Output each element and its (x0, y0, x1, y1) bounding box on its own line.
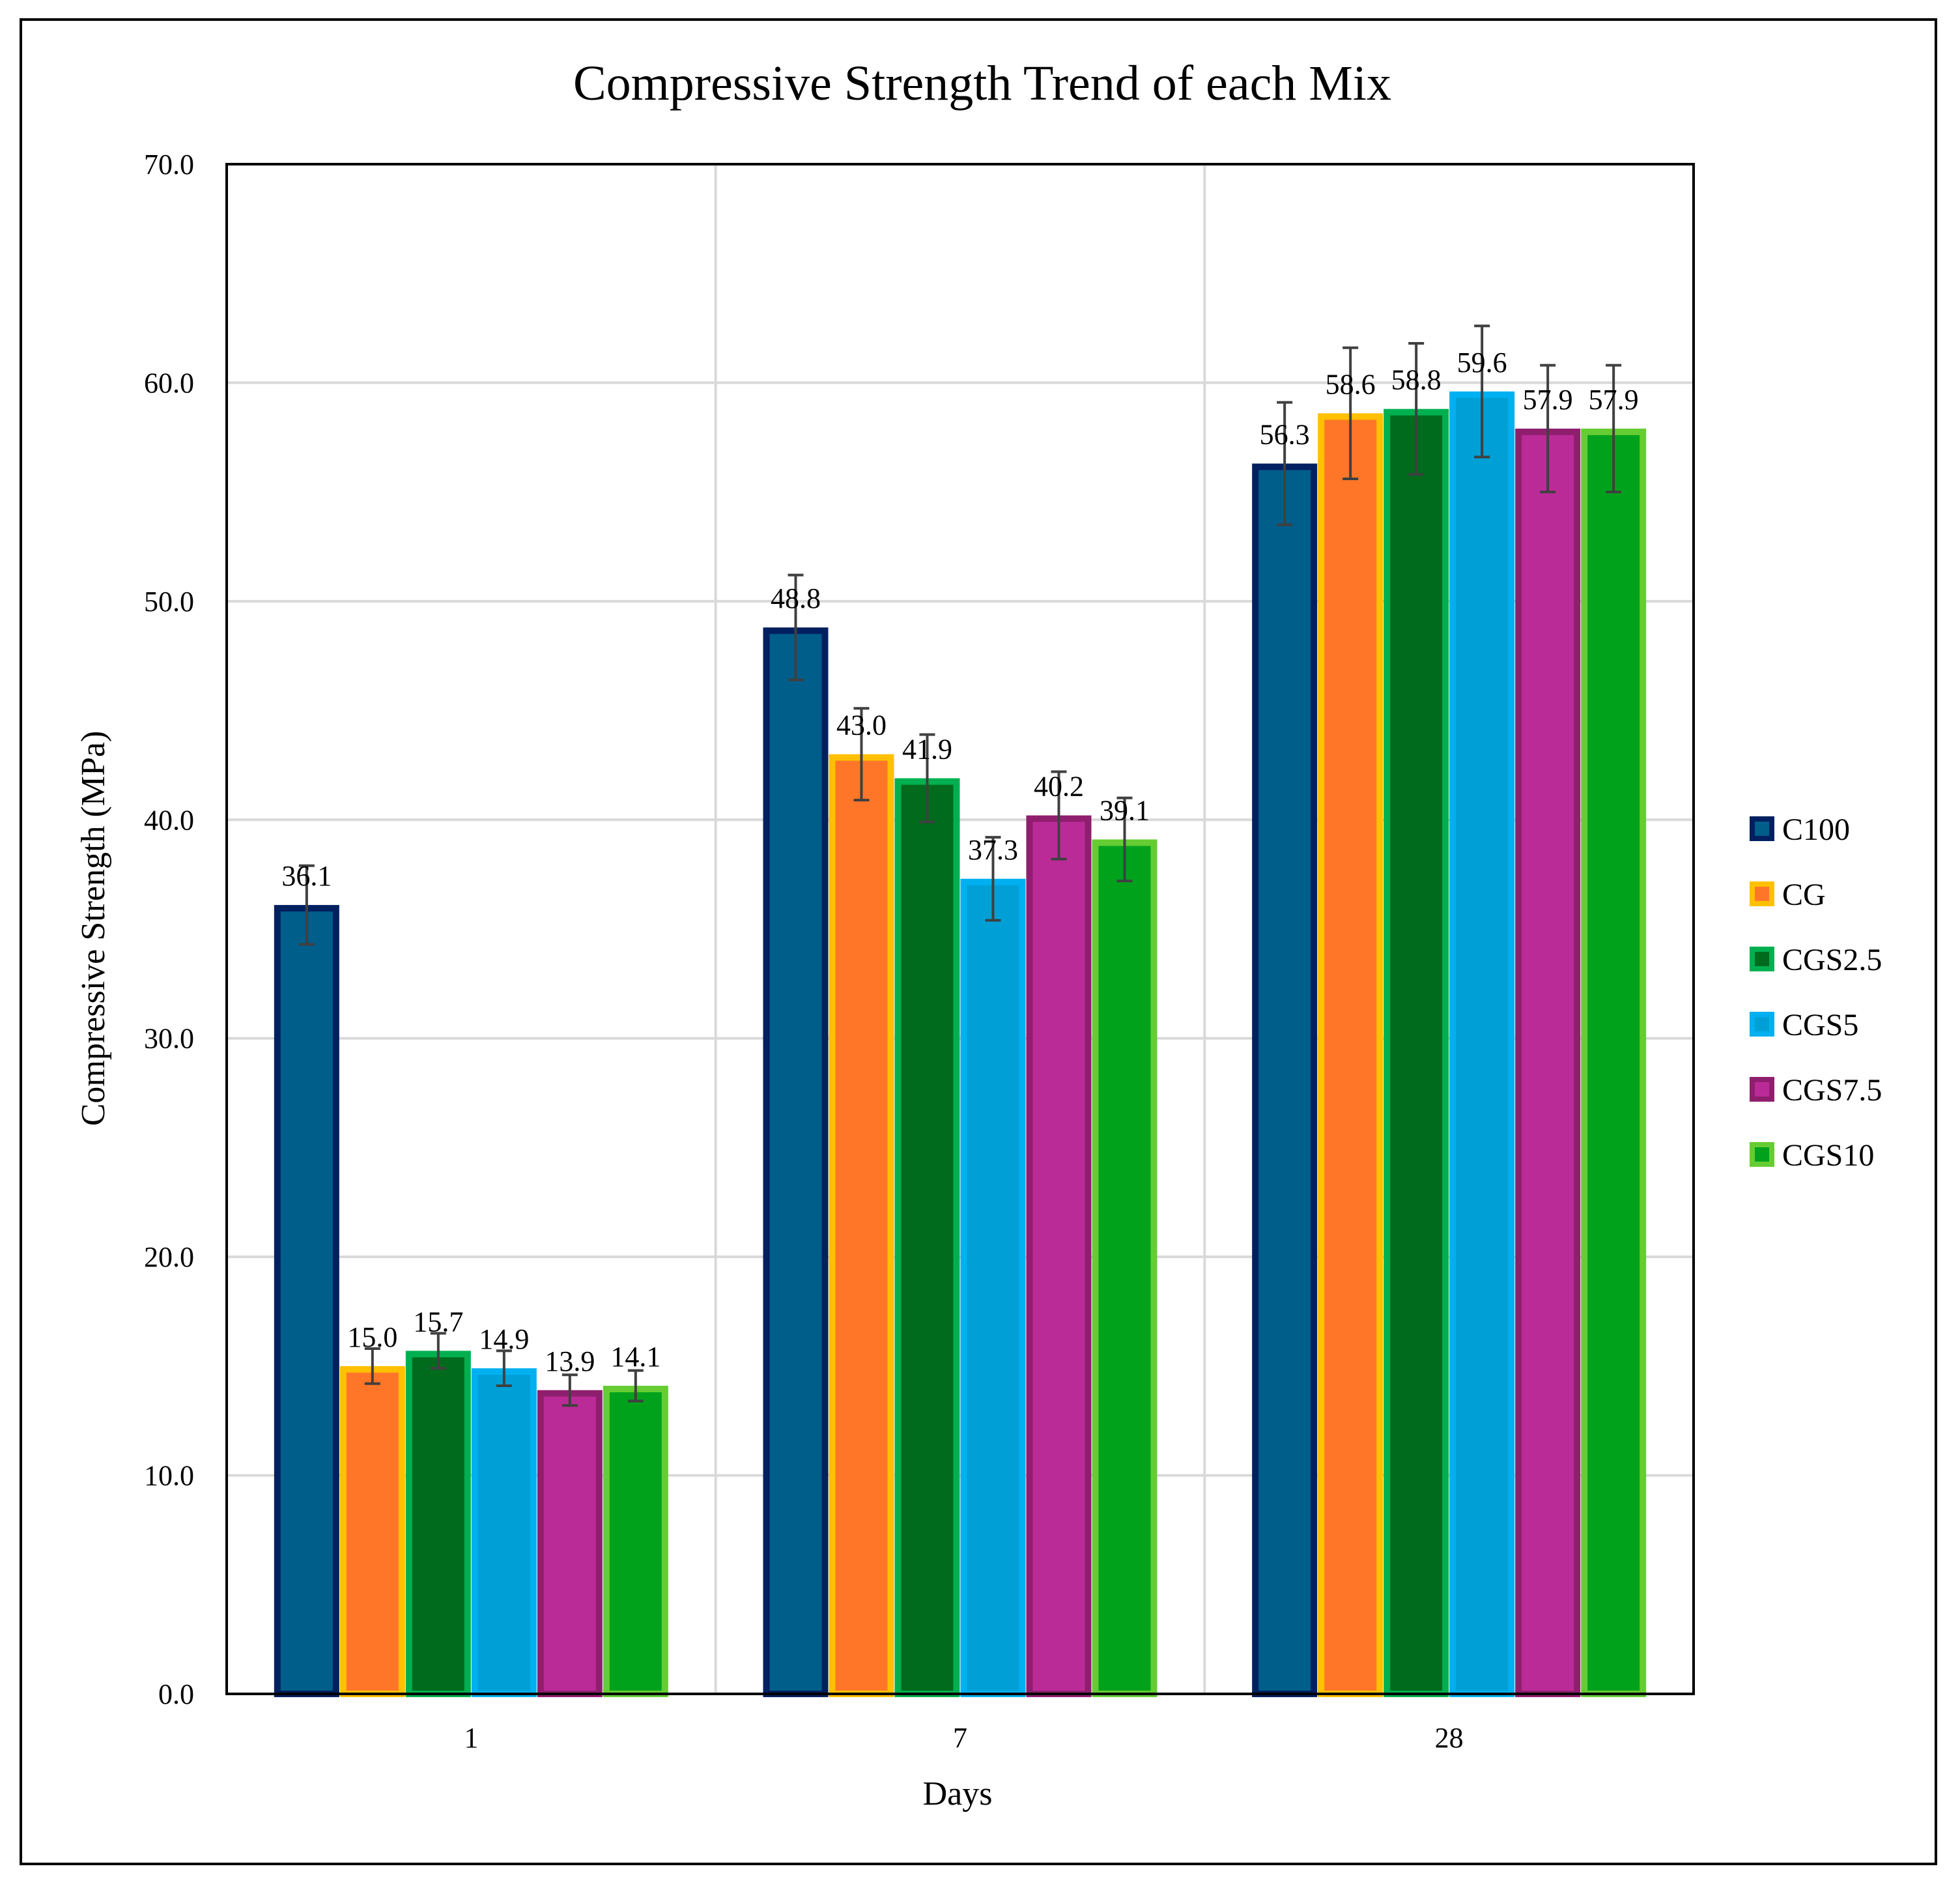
chart-title: Compressive Strength Trend of each Mix (573, 56, 1391, 111)
x-tick-label: 28 (1435, 1722, 1464, 1754)
y-tick-label: 70.0 (144, 149, 194, 180)
data-label-CGS10-day-1: 14.1 (610, 1341, 660, 1373)
data-label-CGS7.5-day-7: 40.2 (1034, 771, 1084, 803)
bar-CGS5-day-1 (471, 1368, 537, 1697)
data-labels-layer: 36.1 15.0 15.7 14.9 13.9 14.1 48.8 43.0 41.9 37.3… (281, 347, 1638, 1377)
legend-label-CGS5: CGS5 (1782, 1008, 1858, 1042)
x-tick-label: 1 (464, 1722, 478, 1754)
legend-label-C100: C100 (1782, 812, 1850, 847)
bar-CGS7.5-day-1 (537, 1390, 603, 1698)
legend-label-CGS2.5: CGS2.5 (1782, 943, 1882, 977)
data-label-CGS2.5-day-28: 58.8 (1391, 364, 1442, 396)
y-tick-label: 30.0 (144, 1023, 194, 1055)
data-label-CG-day-1: 15.0 (347, 1321, 397, 1353)
plot-area-border (225, 163, 1695, 1695)
bar-CGS5-day-7 (960, 878, 1026, 1697)
bar-CGS10-day-1 (603, 1386, 668, 1697)
legend: C100 CG CGS2.5 CGS5 CGS7.5 CGS10 (1750, 812, 1882, 1173)
bars-layer (274, 391, 1647, 1698)
y-axis-label: Compressive Strength (MPa) (75, 731, 112, 1126)
error-bars-layer (298, 324, 1622, 1407)
legend-swatch-CGS10 (1750, 1142, 1774, 1167)
data-label-CGS2.5-day-1: 15.7 (413, 1306, 463, 1338)
legend-swatch-CGS7.5 (1750, 1077, 1774, 1102)
y-tick-label: 0.0 (158, 1678, 194, 1710)
data-label-C100-day-28: 56.3 (1260, 419, 1310, 451)
legend-label-CG: CG (1782, 878, 1826, 912)
legend-label-CGS10: CGS10 (1782, 1138, 1874, 1173)
legend-label-CGS7.5: CGS7.5 (1782, 1073, 1882, 1108)
bar-C100-day-7 (763, 627, 829, 1698)
bar-CG-day-28 (1318, 413, 1384, 1697)
bar-CGS2.5-day-7 (894, 778, 960, 1697)
bar-CG-day-7 (829, 754, 894, 1697)
data-label-CGS5-day-28: 59.6 (1457, 347, 1507, 379)
data-label-CGS2.5-day-7: 41.9 (902, 734, 952, 766)
y-tick-label: 10.0 (144, 1460, 194, 1492)
data-label-C100-day-7: 48.8 (771, 582, 821, 614)
bar-CGS7.5-day-7 (1026, 815, 1092, 1697)
bar-CGS2.5-day-1 (405, 1351, 471, 1698)
bar-CG-day-1 (339, 1366, 405, 1698)
bar-C100-day-28 (1252, 463, 1318, 1698)
data-label-CG-day-7: 43.0 (836, 709, 887, 741)
x-axis-label: Days (923, 1775, 993, 1812)
axes-layer: 0.0 10.0 20.0 30.0 40.0 50.0 60.0 70.0 1 7 28 (144, 149, 1695, 1754)
data-label-CGS7.5-day-28: 57.9 (1523, 384, 1573, 416)
data-label-CGS10-day-7: 39.1 (1100, 794, 1150, 826)
legend-swatch-C100 (1750, 816, 1774, 841)
y-tick-label: 20.0 (144, 1241, 194, 1273)
data-label-CGS10-day-28: 57.9 (1589, 384, 1639, 416)
bar-CGS10-day-28 (1581, 428, 1647, 1698)
y-tick-label: 50.0 (144, 586, 194, 618)
bar-CGS5-day-28 (1449, 391, 1515, 1697)
data-label-CGS7.5-day-1: 13.9 (545, 1345, 595, 1377)
bar-C100-day-1 (274, 905, 339, 1697)
x-tick-label: 7 (953, 1722, 967, 1754)
legend-swatch-CG (1750, 881, 1774, 906)
bar-CGS2.5-day-28 (1384, 408, 1449, 1697)
legend-swatch-CGS2.5 (1750, 947, 1774, 971)
data-label-CGS5-day-7: 37.3 (968, 834, 1018, 866)
data-label-CG-day-28: 58.6 (1326, 368, 1376, 400)
data-label-C100-day-1: 36.1 (281, 860, 332, 892)
bar-CGS10-day-7 (1092, 839, 1158, 1697)
data-label-CGS5-day-1: 14.9 (479, 1323, 529, 1355)
legend-swatch-CGS5 (1750, 1012, 1774, 1037)
y-tick-label: 40.0 (144, 804, 194, 836)
y-tick-label: 60.0 (144, 367, 194, 399)
bar-CGS7.5-day-28 (1515, 428, 1581, 1698)
